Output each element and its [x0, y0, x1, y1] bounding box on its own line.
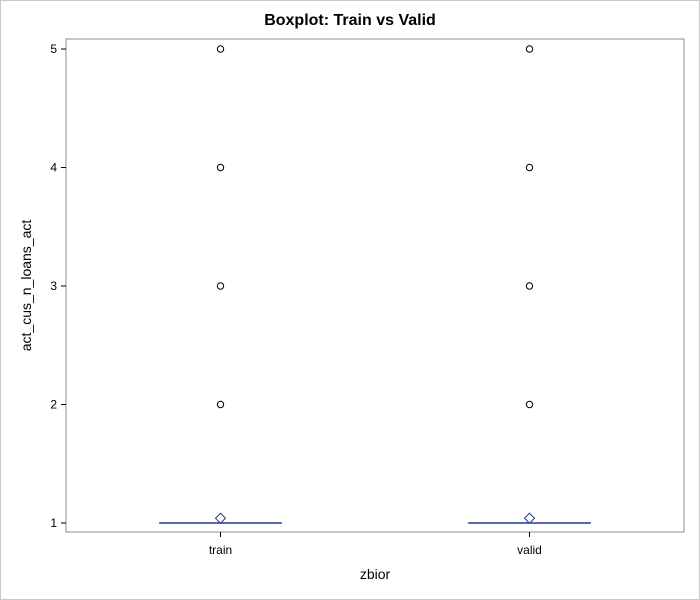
outlier-point	[216, 45, 225, 53]
outlier-point	[525, 45, 534, 53]
outlier-point	[216, 163, 225, 172]
y-axis-label: act_cus_n_loans_act	[18, 220, 34, 352]
outlier-point	[216, 400, 225, 409]
box-series	[159, 45, 591, 524]
x-axis: train valid	[209, 532, 542, 557]
y-tick-label: 2	[50, 398, 57, 412]
box-valid	[468, 45, 591, 524]
outlier-point	[525, 400, 534, 409]
mean-marker	[523, 512, 536, 524]
chart-title: Boxplot: Train vs Valid	[264, 12, 436, 29]
outlier-point	[525, 163, 534, 172]
mean-marker	[214, 512, 227, 524]
y-tick-label: 3	[50, 279, 57, 293]
x-axis-label: zbior	[360, 566, 391, 582]
y-tick-label: 1	[50, 516, 57, 530]
y-axis: 1 2 3 4 5	[50, 42, 66, 530]
y-tick-label: 4	[50, 161, 57, 175]
box-train	[159, 45, 282, 524]
x-tick-label: valid	[517, 543, 542, 557]
x-tick-label: train	[209, 543, 232, 557]
y-tick-label: 5	[50, 42, 57, 56]
plot-area	[65, 38, 685, 533]
outlier-point	[216, 282, 225, 290]
outlier-point	[525, 282, 534, 290]
